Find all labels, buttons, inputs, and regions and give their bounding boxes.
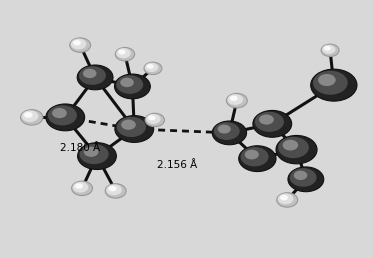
Circle shape	[321, 44, 339, 57]
Circle shape	[259, 115, 274, 125]
Circle shape	[290, 168, 317, 187]
Circle shape	[241, 147, 269, 166]
Circle shape	[75, 183, 83, 189]
Circle shape	[117, 117, 146, 137]
Circle shape	[253, 110, 292, 137]
Circle shape	[255, 112, 284, 132]
Circle shape	[324, 46, 331, 51]
Circle shape	[148, 115, 156, 120]
Circle shape	[83, 69, 97, 78]
Circle shape	[105, 184, 126, 198]
Circle shape	[46, 104, 85, 131]
Circle shape	[294, 171, 307, 180]
Circle shape	[115, 47, 135, 61]
Text: 2.180 Å: 2.180 Å	[60, 143, 100, 153]
Circle shape	[70, 38, 91, 52]
Circle shape	[278, 194, 294, 204]
Circle shape	[118, 50, 126, 55]
Circle shape	[147, 64, 154, 69]
Circle shape	[116, 48, 131, 58]
Circle shape	[145, 63, 158, 72]
Circle shape	[230, 95, 238, 101]
Circle shape	[288, 167, 324, 192]
Circle shape	[79, 144, 109, 164]
Circle shape	[24, 112, 32, 118]
Circle shape	[109, 186, 116, 191]
Circle shape	[73, 182, 88, 193]
Circle shape	[22, 110, 38, 122]
Circle shape	[78, 143, 116, 170]
Circle shape	[73, 40, 81, 46]
Circle shape	[115, 74, 150, 99]
Circle shape	[212, 121, 247, 145]
Text: 2.156 Å: 2.156 Å	[157, 160, 197, 170]
Circle shape	[121, 120, 136, 130]
Circle shape	[144, 62, 162, 75]
Circle shape	[48, 105, 77, 125]
Circle shape	[318, 74, 336, 86]
Circle shape	[116, 75, 143, 94]
Circle shape	[79, 66, 106, 85]
Circle shape	[226, 93, 247, 108]
Circle shape	[120, 78, 134, 87]
Circle shape	[146, 114, 161, 124]
Circle shape	[71, 39, 87, 50]
Circle shape	[77, 65, 113, 90]
Circle shape	[276, 135, 317, 164]
Circle shape	[278, 137, 309, 158]
Circle shape	[311, 69, 357, 101]
Circle shape	[72, 181, 93, 196]
Circle shape	[106, 184, 122, 195]
Circle shape	[218, 125, 231, 134]
Circle shape	[21, 110, 43, 125]
Circle shape	[214, 122, 240, 140]
Circle shape	[84, 147, 98, 157]
Circle shape	[228, 94, 243, 105]
Circle shape	[115, 116, 154, 142]
Circle shape	[145, 113, 164, 127]
Circle shape	[277, 193, 298, 207]
Circle shape	[283, 140, 298, 150]
Circle shape	[239, 146, 276, 172]
Circle shape	[280, 195, 288, 200]
Circle shape	[322, 45, 335, 54]
Circle shape	[313, 71, 348, 95]
Circle shape	[52, 108, 67, 118]
Circle shape	[245, 150, 259, 159]
